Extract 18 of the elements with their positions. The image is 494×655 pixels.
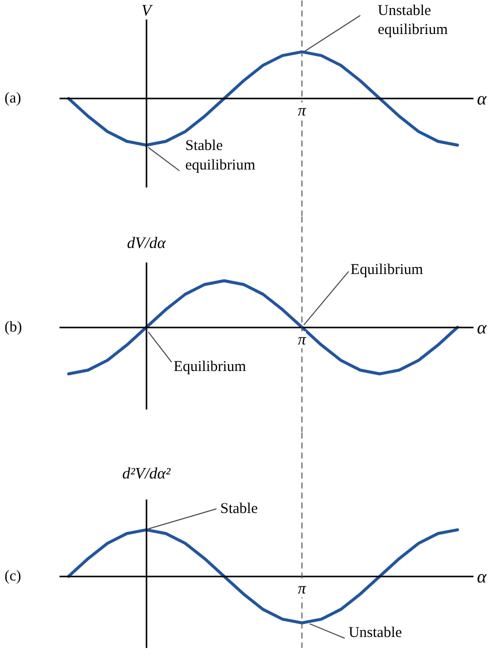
text: Unstable: [348, 625, 402, 642]
text: Stable: [220, 500, 258, 517]
text: (b): [4, 319, 22, 336]
annotation: π: [298, 331, 307, 348]
y-axis-title: V: [141, 2, 154, 20]
text: Unstable equilibrium: [378, 2, 448, 38]
text: Equilibrium: [350, 262, 424, 278]
text: (a): [4, 90, 22, 106]
annotation: Stable equilibrium: [185, 138, 256, 174]
annotation: π: [298, 102, 307, 120]
x-axis-title: α: [477, 317, 488, 338]
x-axis-title: α: [477, 566, 488, 586]
annotation: π: [298, 580, 307, 598]
text: (c): [4, 568, 22, 584]
x-axis-title: α: [477, 88, 488, 108]
y-axis-title: d²V/dα²: [122, 465, 172, 482]
y-axis-title: dV/dα: [127, 235, 166, 252]
annotation: Equilibrium: [174, 358, 246, 375]
